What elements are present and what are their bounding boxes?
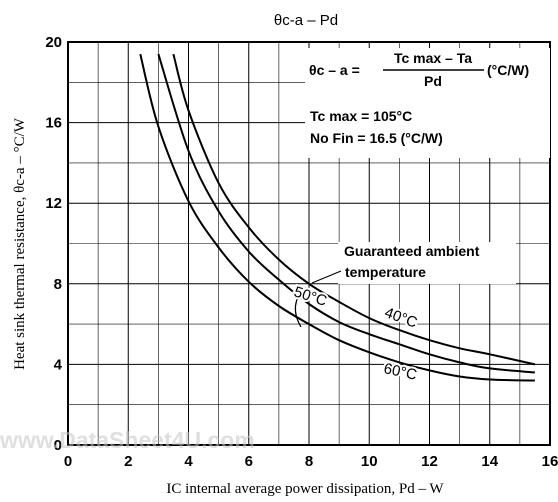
annotation-background (338, 242, 516, 284)
x-tick-labels: 0 2 4 6 8 10 12 14 16 (64, 453, 558, 470)
x-tick-label: 4 (184, 453, 193, 470)
chart-title: θc-a – Pd (274, 12, 338, 29)
annotation-leader-line (311, 270, 342, 284)
note-tc-max: Tc max = 105°C (310, 108, 412, 124)
formula-lhs: θc – a = (309, 62, 360, 78)
y-tick-label: 12 (45, 195, 62, 212)
x-tick-label: 14 (481, 453, 498, 470)
series-labels: 40°C50°C60°C (290, 281, 422, 385)
formula-numerator: Tc max – Ta (394, 50, 472, 66)
formula-denominator: Pd (424, 73, 442, 89)
y-tick-label: 8 (54, 276, 62, 293)
x-tick-label: 8 (305, 453, 313, 470)
annotation-bracket (294, 286, 306, 328)
series-curves (139, 53, 536, 382)
y-tick-label: 0 (54, 437, 62, 454)
formula-unit: (°C/W) (487, 62, 529, 78)
y-tick-label: 4 (54, 356, 63, 373)
x-tick-label: 0 (64, 453, 72, 470)
y-tick-labels: 0 4 8 12 16 20 (45, 34, 62, 454)
plot-frame (67, 41, 551, 446)
series-label: 40°C (382, 304, 419, 331)
x-axis-label: IC internal average power dissipation, P… (166, 481, 444, 497)
y-tick-label: 20 (45, 34, 62, 51)
annotation-line-1: Guaranteed ambient (344, 243, 480, 259)
x-tick-label: 2 (124, 453, 132, 470)
formula-background (305, 48, 550, 158)
x-tick-label: 10 (361, 453, 378, 470)
series-line-1 (157, 53, 535, 374)
annotation-line-2: temperature (345, 264, 426, 280)
x-tick-label: 6 (245, 453, 253, 470)
x-tick-label: 12 (421, 453, 438, 470)
x-tick-label: 16 (542, 453, 558, 470)
series-line-2 (139, 53, 535, 382)
series-line-0 (172, 53, 536, 366)
watermark: www.DataSheet4U.com (0, 427, 255, 453)
note-no-fin: No Fin = 16.5 (°C/W) (310, 130, 443, 146)
series-label: 60°C (382, 360, 418, 384)
y-axis-label: Heat sink thermal resistance, θc-a – °C/… (12, 117, 28, 370)
y-tick-label: 16 (45, 115, 62, 132)
